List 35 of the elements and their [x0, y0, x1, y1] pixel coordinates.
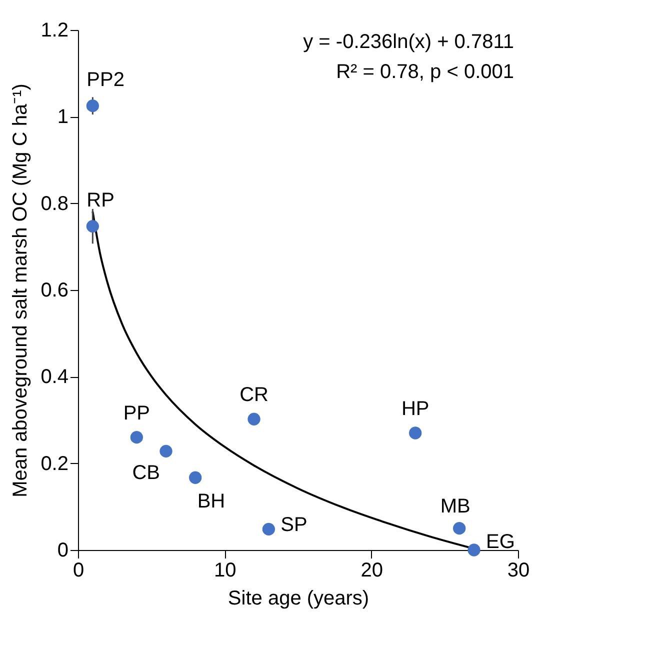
- point: [468, 544, 480, 556]
- point: [86, 220, 99, 233]
- x-tick-label: 20: [360, 560, 383, 582]
- annotation: R² = 0.78, p < 0.001: [336, 61, 514, 83]
- annotation: MB: [440, 495, 470, 518]
- annotation: BH: [197, 490, 226, 513]
- point: [248, 412, 260, 426]
- y-tick-label: 0.4: [40, 366, 68, 388]
- point: [409, 426, 422, 440]
- y-tick-label: 0: [57, 540, 68, 562]
- point: [86, 100, 99, 112]
- x-tick-label: 0: [72, 560, 84, 582]
- point: [130, 431, 143, 444]
- x-axis-title: Site age (years): [228, 588, 370, 610]
- point: [160, 444, 172, 458]
- y-tick-label: 0.6: [40, 280, 68, 302]
- y-axis-title: Mean aboveground salt marsh OC (Mg C ha⁻¹): [10, 84, 32, 498]
- annotation: PP2: [86, 68, 124, 91]
- y-tick-label: 0.2: [40, 452, 68, 475]
- annotation: y = -0.236ln(x) + 0.7811: [303, 31, 514, 53]
- point: [262, 522, 275, 536]
- annotation: RP: [86, 189, 114, 212]
- x-tick-label: 10: [214, 560, 236, 582]
- point: [453, 522, 466, 535]
- annotation: CB: [132, 462, 160, 484]
- annotation: SP: [280, 514, 308, 536]
- y-tick-label: 1.2: [40, 20, 68, 42]
- annotation: EG: [486, 531, 515, 553]
- x-tick-label: 30: [507, 560, 530, 582]
- annotation: CR: [240, 384, 268, 406]
- y-tick-label: 0.8: [40, 192, 68, 215]
- annotation: HP: [401, 398, 430, 420]
- annotation: PP: [123, 402, 150, 424]
- y-tick-label: 1: [57, 106, 68, 128]
- point: [189, 471, 202, 484]
